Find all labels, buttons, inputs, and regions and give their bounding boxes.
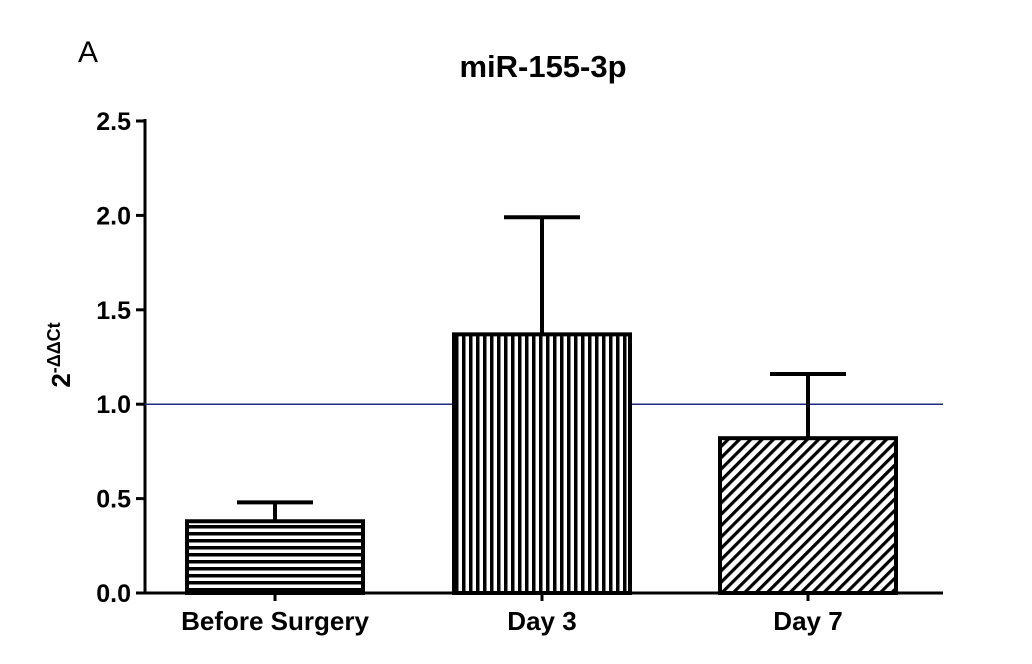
y-tick-label: 0.0 [96,580,131,608]
bar [718,436,898,595]
bar [185,519,365,595]
y-tick-label: 1.5 [96,297,131,325]
y-axis-label-superscript: -ΔΔCt [44,322,64,373]
panel-label: A [78,36,98,69]
y-axis-label-base: 2 [46,373,76,387]
bar [452,332,632,595]
plot-area: 0.0 0.5 1.0 1.5 2.0 2.5 Before Surgery Day 3 Day… [96,108,943,636]
x-tick-label: Before Surgery [181,606,369,636]
y-tick-label: 2.0 [96,202,131,230]
x-tick-label: Day 7 [773,606,842,636]
y-tick-label: 2.5 [96,108,131,136]
y-axis-label: 2-ΔΔCt [44,322,76,387]
x-tick-label: Day 3 [507,606,576,636]
y-tick-label: 0.5 [96,486,131,514]
y-tick-label: 1.0 [96,391,131,419]
chart-title: miR-155-3p [459,49,626,84]
